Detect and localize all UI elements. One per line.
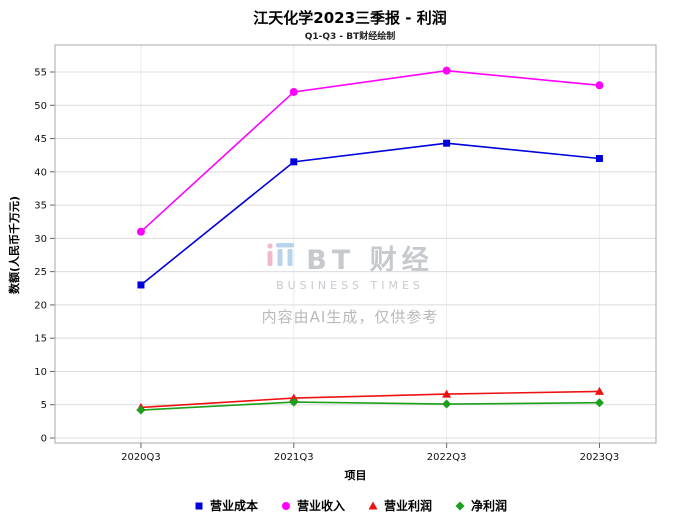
x-tick-label: 2021Q3 (274, 452, 314, 463)
y-tick-label: 0 (41, 434, 47, 445)
x-tick-label: 2020Q3 (121, 452, 161, 463)
square-marker-icon (195, 502, 203, 509)
x-tick-label: 2022Q3 (427, 452, 467, 463)
chart-title: 江天化学2023三季报 - 利润 (253, 9, 447, 27)
y-tick-label: 45 (34, 134, 47, 145)
series-square (137, 139, 603, 289)
legend: 营业成本 营业收入 营业利润 净利润 (0, 497, 700, 514)
plot-svg: 0 5 10 15 20 25 30 35 40 45 50 55 2020Q3 2021Q3 2022Q3… (34, 44, 657, 463)
y-tick-label: 5 (41, 400, 47, 411)
y-tick-label: 30 (34, 234, 47, 245)
y-tick-label: 25 (34, 267, 47, 278)
y-tick-label: 40 (34, 167, 47, 178)
legend-item: 营业利润 (367, 497, 432, 514)
y-tick-label: 10 (34, 367, 47, 378)
series-circle (136, 66, 604, 236)
x-tick-label: 2023Q3 (580, 452, 620, 463)
diamond-marker-icon (455, 501, 465, 510)
plot-border (54, 44, 657, 444)
y-tick-label: 20 (34, 300, 47, 311)
circle-marker-icon (281, 501, 290, 510)
legend-label: 营业成本 (209, 499, 258, 513)
legend-label: 营业利润 (384, 499, 433, 513)
y-tick-label: 55 (34, 68, 47, 79)
y-tick-label: 50 (34, 101, 47, 112)
legend-label: 净利润 (471, 499, 508, 513)
y-tick-label: 35 (34, 201, 47, 212)
legend-label: 营业收入 (296, 499, 345, 513)
legend-item: 营业收入 (280, 497, 345, 514)
x-axis-label: 项目 (344, 469, 367, 482)
chart-subtitle: Q1-Q3 - BT财经绘制 (304, 32, 396, 42)
legend-item: 净利润 (454, 497, 507, 514)
triangle-marker-icon (368, 501, 378, 509)
series-diamond (136, 397, 604, 415)
legend-item: 营业成本 (193, 497, 258, 514)
y-tick-label: 15 (34, 334, 47, 345)
